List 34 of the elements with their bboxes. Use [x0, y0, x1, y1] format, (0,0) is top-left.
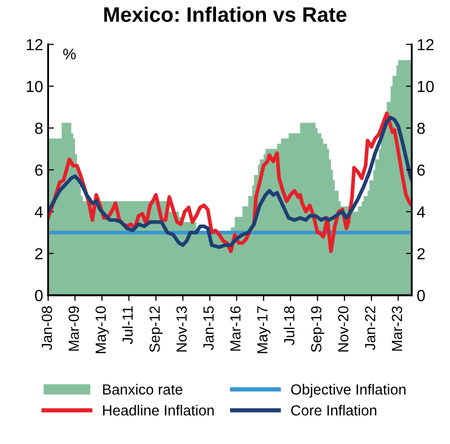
- y-tick-label: 10: [26, 80, 43, 92]
- x-tick-label: Nov-13: [176, 306, 187, 352]
- x-tick-label: May-17: [257, 306, 270, 354]
- y2-tick-label: 6: [417, 164, 425, 176]
- legend-label: Banxico rate: [103, 384, 182, 395]
- x-tick-label: Mar-16: [230, 306, 241, 351]
- x-tick-label: Jul-11: [122, 306, 133, 344]
- y2-tick-label: 12: [418, 39, 434, 50]
- legend-label: Objective Inflation: [291, 384, 406, 398]
- chart-title: Mexico: Inflation vs Rate: [104, 6, 346, 22]
- y-tick-label: 6: [35, 164, 43, 176]
- x-tick-label: May-10: [96, 306, 109, 354]
- x-tick-label: Jan-08: [42, 306, 52, 350]
- x-tick-label: Jul-18: [284, 306, 294, 346]
- y-axis-title: %: [63, 48, 76, 60]
- y-tick-label: 8: [35, 122, 43, 134]
- x-tick-label: Mar-23: [392, 306, 402, 351]
- y-tick-label: 0: [35, 290, 43, 302]
- y2-tick-label: 8: [417, 122, 425, 134]
- y2-tick-label: 4: [416, 206, 426, 218]
- y-tick-label: 12: [26, 39, 42, 50]
- x-tick-label: Jan-15: [204, 306, 214, 350]
- x-tick-label: Sep-19: [311, 306, 324, 352]
- y2-tick-label: 2: [417, 248, 425, 260]
- x-tick-label: Sep-12: [150, 306, 163, 352]
- y2-tick-label: 10: [418, 80, 434, 92]
- y2-tick-label: 0: [417, 290, 425, 302]
- x-tick-label: Nov-20: [338, 306, 348, 352]
- y-tick-label: 2: [35, 248, 42, 260]
- x-tick-label: Mar-09: [68, 306, 79, 351]
- x-tick-label: Jan-22: [365, 306, 376, 350]
- y-tick-label: 4: [34, 206, 43, 218]
- legend-label: Headline Inflation: [103, 404, 214, 416]
- legend-label: Core Inflation: [291, 404, 376, 416]
